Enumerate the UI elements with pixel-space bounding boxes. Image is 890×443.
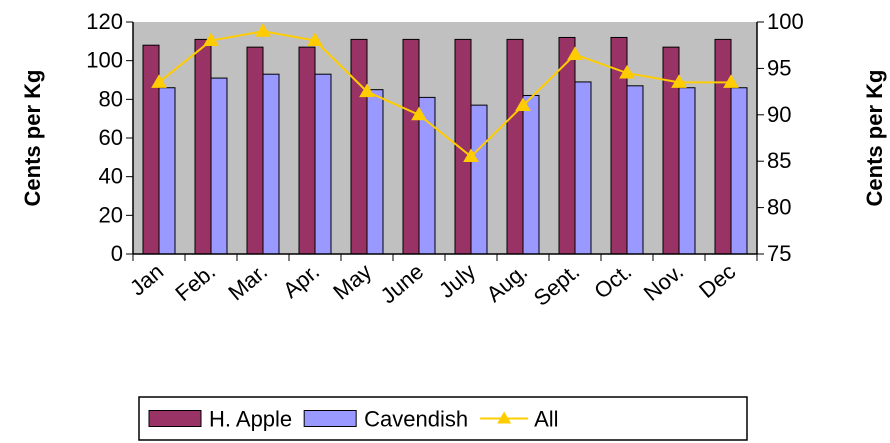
y-tick-label-right: 90 [767, 102, 791, 127]
bar-h-apple-1 [194, 38, 212, 255]
x-tick-label: Apr. [278, 259, 324, 303]
x-tick-label: Jan [125, 259, 168, 301]
line-point-1 [203, 32, 219, 47]
x-tick-label: Aug. [481, 259, 532, 307]
line-point-6 [463, 148, 479, 163]
bar-h-apple-10 [662, 46, 680, 255]
x-tick-label: June [376, 259, 429, 309]
bar-h-apple-3 [298, 46, 316, 255]
y-tick-label-left: 40 [99, 164, 123, 189]
x-tick-label: Feb. [170, 259, 220, 306]
bar-h-apple-8 [558, 36, 576, 255]
legend-marker [497, 411, 512, 424]
x-tick-label: Dec [694, 259, 740, 303]
line-point-9 [619, 65, 635, 79]
line-point-2 [255, 23, 271, 37]
bar-cavendish-8 [574, 81, 592, 255]
line-series-all [158, 30, 731, 158]
plot-area [133, 22, 757, 254]
x-tick-label: May [328, 259, 376, 305]
y-tick-label-right: 75 [767, 241, 791, 266]
x-tick-label: Nov. [639, 259, 688, 306]
y-tick-label-right: 100 [767, 9, 804, 34]
bar-cavendish-10 [678, 87, 696, 255]
y-tick-label-right: 80 [767, 195, 791, 220]
y-tick-label-right: 85 [767, 148, 791, 173]
bar-cavendish-9 [626, 85, 644, 255]
y-axis-title-left: Cents per Kg [20, 70, 45, 207]
line-point-8 [567, 46, 583, 60]
legend-label: Cavendish [364, 407, 468, 432]
bar-h-apple-2 [246, 46, 264, 255]
legend-label: H. Apple [209, 407, 292, 432]
x-tick-label: July [434, 259, 480, 303]
line-point-0 [151, 74, 167, 88]
line-point-3 [307, 32, 323, 47]
line-point-10 [671, 74, 687, 88]
legend-box [138, 396, 748, 441]
y-tick-label-left: 100 [86, 48, 123, 73]
line-point-7 [515, 97, 531, 112]
bar-cavendish-0 [158, 87, 176, 255]
bar-cavendish-1 [210, 77, 228, 255]
bar-cavendish-11 [730, 87, 748, 255]
bar-h-apple-11 [714, 38, 732, 255]
y-tick-label-left: 20 [99, 202, 123, 227]
bar-h-apple-4 [350, 38, 368, 255]
bar-cavendish-2 [262, 73, 280, 255]
bar-h-apple-0 [142, 44, 160, 255]
line-point-11 [723, 74, 739, 88]
legend-label: All [534, 407, 558, 432]
line-point-5 [411, 106, 427, 121]
legend: H. Apple Cavendish All [138, 396, 748, 441]
line-point-4 [359, 83, 375, 98]
bar-h-apple-7 [506, 38, 524, 255]
y-tick-label-left: 120 [86, 9, 123, 34]
line-layer [151, 23, 739, 163]
bar-h-apple-5 [402, 38, 420, 255]
x-tick-label: Sept. [529, 259, 584, 311]
legend-swatch [148, 410, 202, 427]
y-tick-label-left: 0 [111, 241, 123, 266]
bar-cavendish-6 [470, 104, 488, 255]
x-tick-label: Oct. [589, 259, 636, 304]
x-tick-label: Mar. [223, 259, 272, 306]
bar-cavendish-3 [314, 73, 332, 255]
y-tick-label-left: 80 [99, 86, 123, 111]
y-tick-label-left: 60 [99, 125, 123, 150]
bar-cavendish-7 [522, 94, 540, 255]
bars-layer [142, 36, 748, 255]
y-axis-title-right: Cents per Kg [862, 70, 887, 207]
legend-swatch [303, 410, 357, 427]
y-tick-label-right: 95 [767, 55, 791, 80]
bar-cavendish-4 [366, 89, 384, 255]
